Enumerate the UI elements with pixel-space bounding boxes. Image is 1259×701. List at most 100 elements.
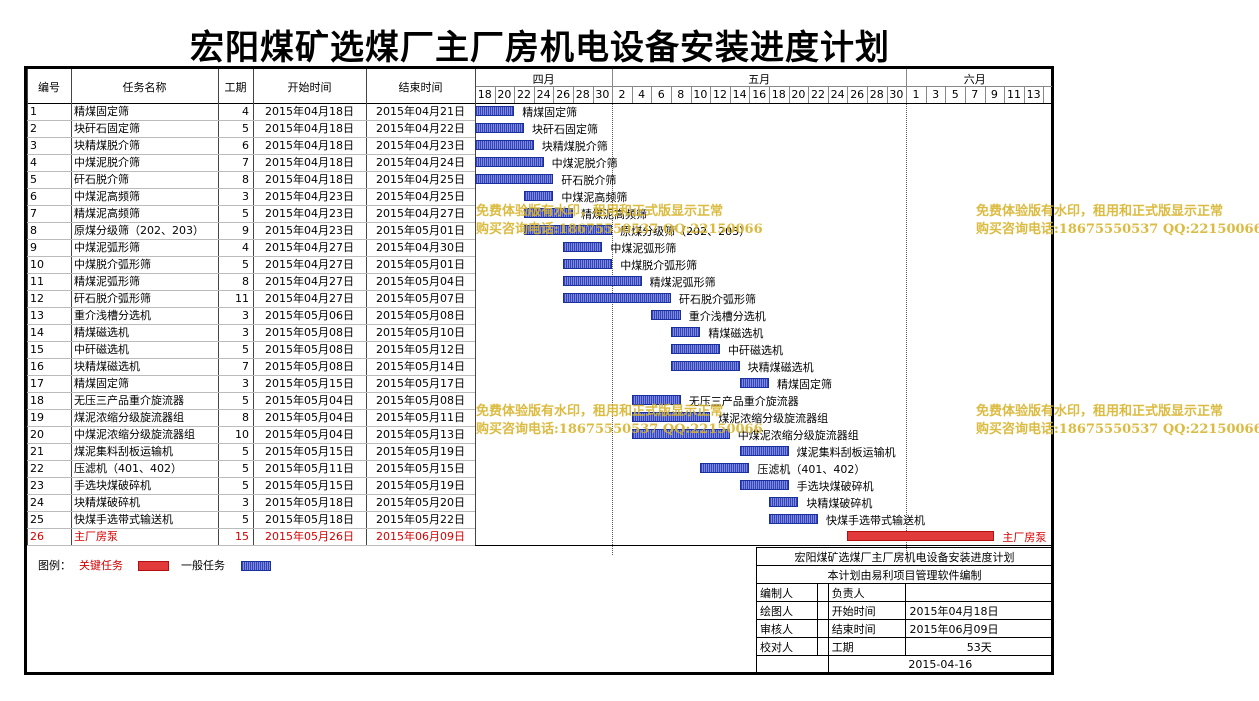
task-duration: 10	[235, 428, 249, 441]
gantt-bar[interactable]	[475, 106, 515, 116]
timeline-tick-label: 10	[693, 88, 708, 101]
table-row-line	[27, 443, 475, 444]
timeline-tick-label: 14	[732, 88, 747, 101]
gantt-bar[interactable]	[671, 361, 740, 371]
info-owner-label: 负责人	[827, 583, 907, 602]
watermark-line1: 免费体验版有水印，租用和正式版显示正常	[976, 204, 1224, 219]
task-start: 2015年04月23日	[265, 190, 354, 203]
task-end: 2015年05月01日	[376, 258, 465, 271]
header-days: 工期	[224, 81, 247, 94]
gantt-bar[interactable]	[524, 208, 573, 218]
gantt-bar[interactable]	[847, 531, 995, 541]
gantt-bar-label: 无压三产品重介旋流器	[688, 395, 799, 408]
gantt-bar[interactable]	[700, 463, 750, 473]
task-id: 10	[30, 258, 44, 271]
timeline-tick-label: 20	[791, 88, 806, 101]
timeline-tick-divider	[847, 87, 849, 103]
watermark-line1: 免费体验版有水印，租用和正式版显示正常	[976, 404, 1224, 419]
gantt-bar[interactable]	[563, 276, 642, 286]
gantt-bar[interactable]	[769, 514, 818, 524]
task-start: 2015年05月15日	[265, 479, 354, 492]
task-name: 中煤泥脱介筛	[74, 156, 140, 169]
task-name: 块精煤破碎机	[74, 496, 140, 509]
task-id: 1	[30, 105, 37, 118]
timeline-tick-divider	[710, 87, 712, 103]
gantt-bar[interactable]	[651, 310, 681, 320]
task-start: 2015年05月06日	[265, 309, 354, 322]
task-id: 15	[30, 343, 44, 356]
gantt-bar[interactable]	[631, 429, 730, 439]
timeline-tick-label: 24	[536, 88, 551, 101]
task-end: 2015年05月17日	[376, 377, 465, 390]
task-duration: 9	[242, 224, 249, 237]
gantt-bar[interactable]	[563, 293, 671, 303]
task-id: 5	[30, 173, 37, 186]
timeline-tick-divider	[1023, 87, 1025, 103]
task-end: 2015年05月19日	[376, 445, 465, 458]
gantt-bar[interactable]	[631, 412, 711, 422]
gantt-bar[interactable]	[475, 157, 544, 167]
gantt-bar[interactable]	[563, 259, 613, 269]
task-name: 块精煤脱介筛	[74, 139, 140, 152]
info-owner-value	[905, 583, 1053, 602]
table-row-line	[27, 494, 475, 495]
task-name: 无压三产品重介旋流器	[74, 394, 184, 407]
timeline-tick-divider	[808, 87, 810, 103]
task-start: 2015年05月08日	[265, 343, 354, 356]
task-end: 2015年05月08日	[376, 309, 465, 322]
header-name: 任务名称	[122, 81, 167, 94]
gantt-bar[interactable]	[563, 242, 603, 252]
task-end: 2015年04月30日	[376, 241, 465, 254]
timeline-tick-label: 6	[657, 88, 665, 101]
watermark-line2: 购买咨询电话:18675550537 QQ:22150066	[976, 222, 1259, 237]
task-duration: 7	[242, 360, 249, 373]
gantt-bar[interactable]	[524, 225, 613, 235]
gantt-bar[interactable]	[739, 480, 789, 490]
info-end-value: 2015年06月09日	[905, 619, 1053, 638]
task-duration: 3	[242, 496, 249, 509]
task-duration: 15	[235, 530, 249, 543]
gantt-bar-label: 压滤机（401、402）	[757, 463, 866, 476]
task-duration: 3	[242, 377, 249, 390]
table-row-line	[27, 511, 475, 512]
task-duration: 6	[242, 139, 249, 152]
timeline-tick-divider	[729, 87, 731, 103]
gantt-bar-label: 快煤手选带式输送机	[826, 514, 925, 527]
task-end: 2015年06月09日	[376, 530, 465, 543]
gantt-bar[interactable]	[671, 327, 701, 337]
task-end: 2015年05月04日	[376, 275, 465, 288]
timeline-tick-divider	[631, 87, 633, 103]
gantt-bar[interactable]	[524, 191, 554, 201]
table-row-line	[27, 290, 475, 291]
task-duration: 8	[242, 173, 249, 186]
gantt-bar[interactable]	[475, 174, 554, 184]
month-divider	[612, 69, 614, 103]
gantt-bar-label: 块精煤破碎机	[806, 497, 873, 510]
gantt-bar[interactable]	[475, 123, 524, 133]
task-id: 6	[30, 190, 37, 203]
gantt-bar[interactable]	[475, 140, 534, 150]
gantt-bar[interactable]	[631, 395, 681, 405]
gantt-bar[interactable]	[769, 497, 799, 507]
info-table: 宏阳煤矿选煤厂主厂房机电设备安装进度计划 本计划由易利项目管理软件编制 编制人 负责人…	[755, 547, 1054, 674]
timeline-tick-divider	[514, 87, 516, 103]
timeline-tick-label: 20	[497, 88, 512, 101]
legend-normal-swatch	[241, 561, 271, 571]
task-id: 19	[30, 411, 44, 424]
gantt-bar[interactable]	[671, 344, 720, 354]
task-start: 2015年04月27日	[265, 241, 354, 254]
gantt-bar-label: 中矸磁选机	[728, 344, 783, 357]
table-column-divider	[475, 69, 476, 545]
task-start: 2015年04月18日	[265, 139, 354, 152]
timeline-tick-divider	[984, 87, 986, 103]
timeline-tick-label: 7	[971, 88, 979, 101]
task-end: 2015年05月20日	[376, 496, 465, 509]
gantt-bar[interactable]	[739, 446, 789, 456]
watermark-line2: 购买咨询电话:18675550537 QQ:22150066	[976, 422, 1259, 437]
info-date: 2015-04-16	[827, 655, 1054, 674]
timeline-tick-divider	[573, 87, 574, 103]
timeline-tick-divider	[553, 87, 555, 103]
timeline-tick-divider	[1004, 87, 1006, 103]
table-row-line	[27, 375, 475, 376]
gantt-bar[interactable]	[739, 378, 769, 388]
